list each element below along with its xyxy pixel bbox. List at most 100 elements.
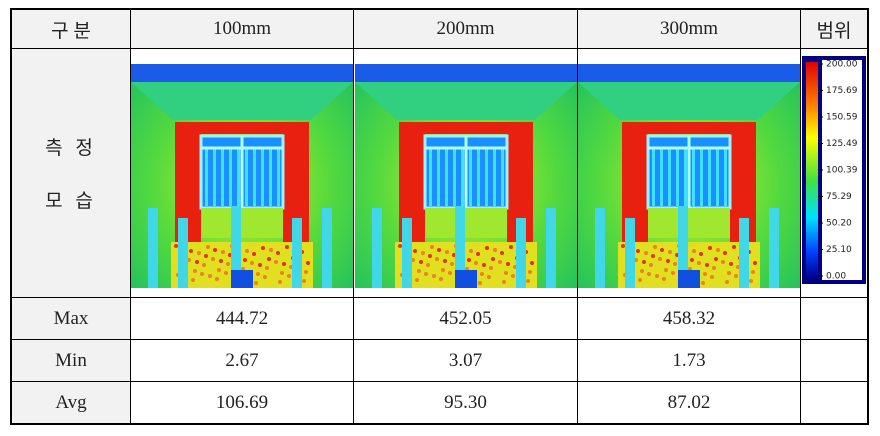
sill bbox=[424, 208, 507, 238]
header-cell: 구 분 bbox=[10, 8, 131, 49]
floor-speck bbox=[302, 279, 306, 283]
floor-speck bbox=[265, 266, 269, 270]
floor-speck bbox=[621, 244, 625, 248]
floor-speck bbox=[525, 279, 530, 283]
floor-speck bbox=[304, 270, 308, 274]
window-stripe bbox=[213, 148, 216, 206]
floor-speck bbox=[269, 248, 273, 252]
floor-speck bbox=[278, 280, 282, 284]
floor-speck bbox=[705, 263, 709, 267]
floor-speck bbox=[484, 246, 489, 250]
floor-speck bbox=[423, 272, 428, 276]
floor-speck bbox=[429, 245, 434, 249]
value-cell: 458.32 bbox=[577, 297, 801, 340]
floor-speck bbox=[274, 260, 278, 264]
floor-speck bbox=[444, 250, 449, 254]
floor-speck bbox=[497, 260, 502, 264]
floor-speck bbox=[734, 274, 738, 278]
column bbox=[625, 218, 635, 288]
label-line: 모 습 bbox=[45, 191, 97, 212]
floor-speck bbox=[215, 277, 219, 281]
floor-speck bbox=[751, 270, 755, 274]
top-band bbox=[131, 64, 353, 82]
floor-speck bbox=[193, 269, 197, 273]
floor-speck bbox=[499, 251, 504, 255]
window-stripe bbox=[668, 148, 671, 206]
column bbox=[371, 208, 382, 288]
color-scale: 200.00 175.69 150.59 125.49 100.39 75.29 50.20… bbox=[802, 56, 866, 284]
floor-speck bbox=[636, 249, 640, 253]
row-label: 측 정 모 습 bbox=[10, 48, 131, 298]
floor-speck bbox=[438, 277, 443, 281]
header-row: 구 분 100mm 200mm 300mm 범위 bbox=[10, 8, 869, 49]
column bbox=[545, 208, 556, 288]
floor-speck bbox=[449, 262, 454, 266]
window-stripe bbox=[221, 148, 224, 206]
floor-speck bbox=[653, 245, 657, 249]
floor-speck bbox=[492, 248, 497, 252]
floor-speck bbox=[649, 263, 653, 267]
floor-speck bbox=[642, 260, 646, 264]
floor-speck bbox=[529, 261, 534, 265]
value-cell: 452.05 bbox=[353, 297, 578, 340]
floor-speck bbox=[243, 258, 247, 262]
data-row: Avg 106.69 95.30 87.02 bbox=[10, 381, 869, 425]
scale-label-bg bbox=[822, 60, 862, 280]
window-stripe bbox=[261, 148, 264, 206]
floor-speck bbox=[447, 271, 452, 275]
window-stripe bbox=[277, 148, 280, 206]
value-cell: 3.07 bbox=[353, 339, 578, 382]
floor-speck bbox=[701, 281, 705, 285]
window-stripe bbox=[476, 148, 480, 206]
floor-speck bbox=[651, 254, 655, 258]
floor-speck bbox=[708, 246, 712, 250]
floor-speck bbox=[282, 262, 286, 266]
floor-speck bbox=[510, 274, 515, 278]
window-stripe bbox=[269, 148, 272, 206]
window-stripe bbox=[245, 148, 248, 206]
floor-speck bbox=[427, 254, 432, 258]
window-stripe bbox=[724, 148, 727, 206]
column bbox=[769, 208, 779, 288]
scale-label: 150.59 bbox=[826, 113, 858, 123]
floor-speck bbox=[208, 274, 212, 278]
image-cell bbox=[577, 48, 801, 298]
sill bbox=[201, 208, 283, 238]
window-stripe bbox=[229, 148, 232, 206]
floor-speck bbox=[716, 248, 720, 252]
floor-speck bbox=[195, 260, 199, 264]
value-cell: 2.67 bbox=[130, 339, 354, 382]
row-label: Max bbox=[10, 297, 131, 340]
floor-speck bbox=[213, 248, 217, 252]
data-row: Min 2.67 3.07 1.73 bbox=[10, 339, 869, 382]
window-stripe bbox=[484, 148, 488, 206]
floor-speck bbox=[699, 252, 703, 256]
floor-speck bbox=[723, 251, 727, 255]
floor-speck bbox=[200, 272, 204, 276]
floor-speck bbox=[714, 257, 718, 261]
floor-speck bbox=[655, 274, 659, 278]
floor-speck bbox=[488, 266, 493, 270]
floor-speck bbox=[749, 279, 753, 283]
floor-speck bbox=[258, 263, 262, 267]
floor-speck bbox=[668, 250, 672, 254]
scale-label: 175.69 bbox=[826, 86, 858, 96]
window-stripe bbox=[253, 148, 256, 206]
floor-speck bbox=[436, 248, 441, 252]
column bbox=[454, 206, 465, 288]
window-stripe bbox=[660, 148, 663, 206]
floor-speck bbox=[434, 257, 439, 261]
value-cell: 106.69 bbox=[130, 381, 354, 425]
floor-speck bbox=[442, 259, 447, 263]
header-cell: 범위 bbox=[800, 8, 869, 49]
floor-speck bbox=[224, 271, 228, 275]
floor-speck bbox=[189, 249, 193, 253]
floor-speck bbox=[505, 262, 510, 266]
floor-speck bbox=[666, 259, 670, 263]
window-stripe bbox=[452, 148, 456, 206]
floor-speck bbox=[486, 275, 491, 279]
value-cell: 444.72 bbox=[130, 297, 354, 340]
window-stripe bbox=[708, 148, 711, 206]
image-row: 측 정 모 습 200.00 175.69 150.59 125.49 100.39 75… bbox=[10, 48, 869, 298]
